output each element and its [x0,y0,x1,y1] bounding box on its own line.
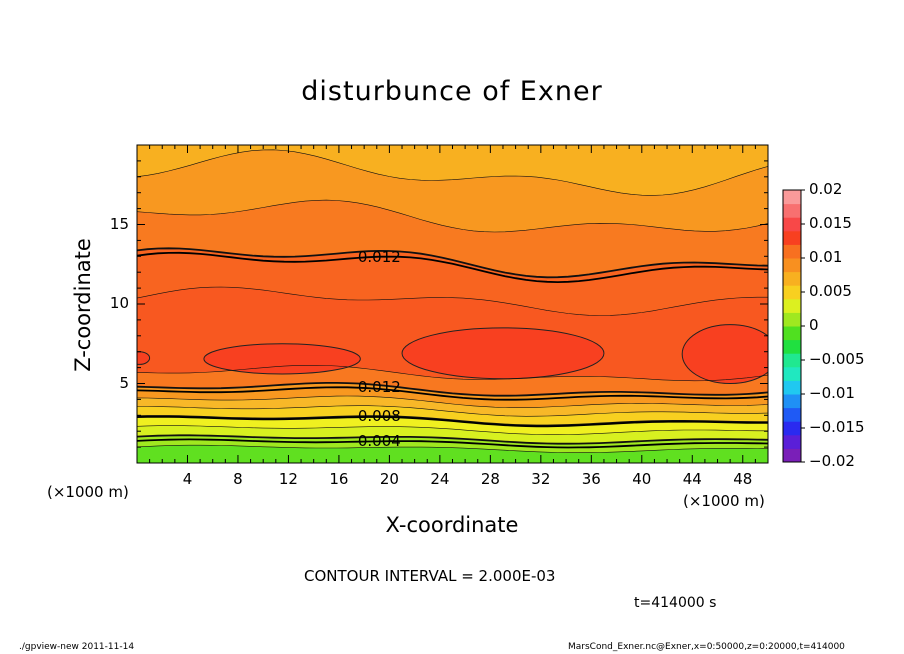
colorbar-label: −0.01 [809,384,855,402]
colorbar-swatch [783,448,801,463]
y-tick-label: 10 [109,294,129,312]
x-tick-label: 12 [278,470,298,488]
x-axis-label: X-coordinate [385,513,519,537]
colorbar-swatch [783,421,801,436]
contour-line-9 [137,286,768,316]
contour-line-12 [137,149,768,196]
colorbar-swatch [783,285,801,300]
contour-line-bold-0 [137,438,768,449]
colorbar-swatch [783,326,801,341]
contour-core-2 [681,324,768,384]
colorbar-swatch [783,407,801,422]
contour-label: 0.012 [357,377,401,396]
x-unit-left: (×1000 m) [47,483,129,501]
contour-line-5 [137,405,768,417]
contour-line-6 [137,395,768,409]
contour-line-bold-1 [137,415,768,428]
colorbar-label: −0.02 [809,452,855,470]
chart-title: disturbunce of Exner [301,76,603,107]
axis-ticks [137,145,768,463]
footer-left: ./gpview-new 2011-11-14 [19,642,135,652]
contour-line-2 [137,434,768,445]
contour-band-12 [137,145,768,196]
x-tick-label: 8 [233,470,243,488]
colorbar-label: 0.015 [809,214,852,232]
colorbar-label: 0.005 [809,282,852,300]
contour-line-layer [137,149,768,453]
y-axis-label: Z-coordinate [71,238,95,372]
colorbar-swatch [783,366,801,381]
contour-line-8 [137,365,768,382]
colorbar-swatch [783,203,801,218]
contour-core-0 [203,343,361,375]
colorbar-swatch [783,312,801,327]
colorbar-swatch [783,217,801,232]
contour-interval-text: CONTOUR INTERVAL = 2.000E-03 [304,567,556,585]
x-tick-label: 16 [329,470,349,488]
colorbar-label: 0.02 [809,180,843,198]
contour-line-10 [137,247,768,279]
colorbar-swatch [783,339,801,354]
colorbar-label: 0.01 [809,248,843,266]
colorbar-swatch [783,434,801,449]
colorbar [782,189,805,463]
colorbar-swatch [783,244,801,259]
x-tick-label: 36 [581,470,601,488]
contour-core-1 [401,327,605,380]
x-tick-label: 28 [480,470,500,488]
colorbar-swatch [783,230,801,245]
x-tick-label: 20 [379,470,399,488]
colorbar-swatch [783,380,801,395]
colorbar-label: −0.015 [809,418,865,436]
contour-line-7 [137,382,768,397]
x-tick-label: 44 [682,470,702,488]
contour-label: 0.004 [357,431,401,450]
footer-right: MarsCond_Exner.nc@Exner,x=0:50000,z=0:20… [568,642,845,652]
contour-line-1 [137,444,768,453]
colorbar-swatch [783,394,801,409]
x-tick-label: 4 [182,470,193,488]
colorbar-label: 0 [809,316,819,334]
x-tick-label: 32 [531,470,551,488]
x-tick-label: 48 [733,470,753,488]
contour-label: 0.008 [357,407,401,426]
colorbar-swatch [783,258,801,273]
colorbar-swatch [783,190,801,205]
contour-core-3 [137,351,151,365]
x-tick-label: 40 [632,470,652,488]
contour-label: 0.012 [357,247,401,266]
time-text: t=414000 s [634,595,717,611]
colorbar-label: −0.005 [809,350,865,368]
contour-line-11 [137,199,768,233]
contour-line-bold-2 [137,386,768,401]
colorbar-swatch [783,271,801,286]
contour-line-3 [137,425,768,435]
colorbar-swatch [783,353,801,368]
x-tick-label: 24 [430,470,450,488]
contour-line-bold-3 [137,251,768,284]
colorbar-swatch [783,298,801,313]
x-unit-right: (×1000 m) [683,492,765,510]
y-tick-label: 15 [109,214,129,233]
y-tick-label: 5 [119,373,129,392]
